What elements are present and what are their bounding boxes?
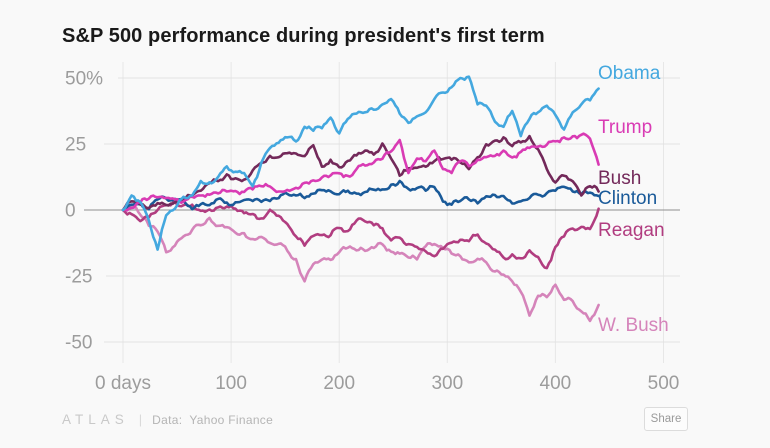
series-line-obama [121, 75, 600, 251]
footer-divider: | [138, 412, 143, 427]
series-label-obama: Obama [598, 63, 661, 84]
data-source-prefix: Data: [152, 412, 183, 427]
data-source-name: Yahoo Finance [189, 412, 274, 427]
atlas-logo: ATLAS [62, 412, 129, 427]
series-label-bush: Bush [598, 168, 641, 189]
y-tick-label--50: -50 [65, 333, 92, 354]
share-button[interactable]: Share [644, 407, 688, 431]
series-label-trump: Trump [598, 117, 652, 138]
data-source: Data: Yahoo Finance [152, 413, 273, 427]
series-line-bush [121, 134, 600, 212]
chart-title: S&P 500 performance during president's f… [62, 25, 545, 47]
series-line-clinton [121, 179, 600, 212]
x-tick-label-100: 100 [215, 373, 247, 394]
x-tick-label-300: 300 [431, 373, 463, 394]
y-tick-label-50: 50% [65, 69, 103, 90]
series-line-w-bush [121, 203, 600, 323]
series-label-reagan: Reagan [598, 220, 665, 241]
series-line-trump [121, 132, 600, 212]
y-tick-label--25: -25 [65, 267, 92, 288]
y-tick-label-0: 0 [65, 201, 76, 222]
y-tick-label-25: 25 [65, 135, 86, 156]
x-tick-label-400: 400 [540, 373, 572, 394]
series-line-reagan [121, 200, 600, 270]
x-tick-label-500: 500 [648, 373, 680, 394]
footer: ATLAS | Data: Yahoo Finance [62, 412, 273, 427]
series-label-w-bush: W. Bush [598, 315, 669, 336]
x-tick-label-0: 0 days [95, 373, 151, 394]
series-label-clinton: Clinton [598, 188, 657, 209]
x-tick-label-200: 200 [323, 373, 355, 394]
